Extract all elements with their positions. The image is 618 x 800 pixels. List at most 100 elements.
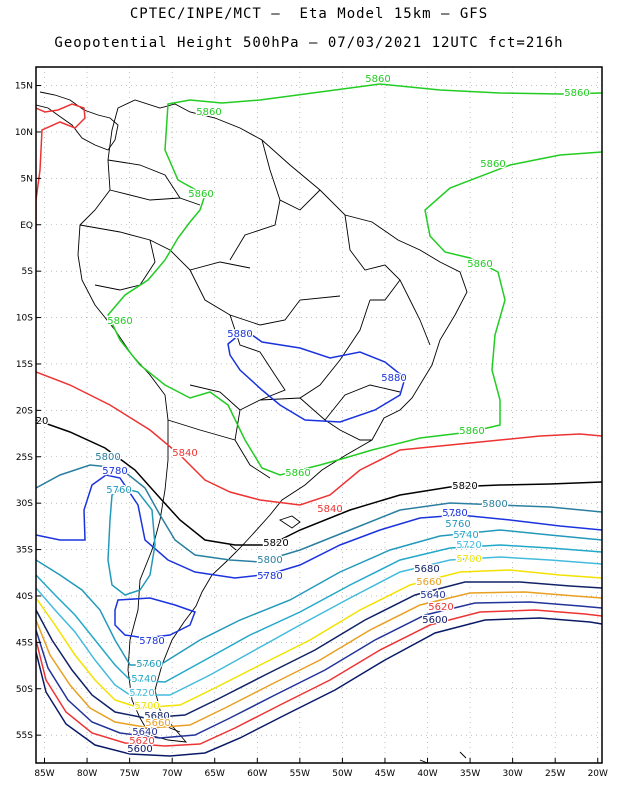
contour-5660 xyxy=(36,591,602,729)
contour-label-layer: 5860 5860 5860 5860 5860 5860 5860 5860 5860 5880… xyxy=(36,73,591,757)
contour-label-5780: 5780 xyxy=(139,636,164,647)
lat-tick-label: 10N xyxy=(15,128,33,138)
contour-label-5680: 5680 xyxy=(144,711,169,722)
lat-tick-label: 15S xyxy=(16,360,33,370)
lat-tick-label: EQ xyxy=(20,221,33,231)
contour-label-5820: 20 xyxy=(36,416,49,427)
contour-5760 xyxy=(36,529,602,666)
contour-label-5680: 5680 xyxy=(414,564,439,575)
contour-5840-north xyxy=(36,103,86,230)
lat-tick-label: 15N xyxy=(15,82,33,92)
contour-5840-main xyxy=(36,371,602,506)
contour-label-5780: 5780 xyxy=(102,466,127,477)
lat-tick-label: 20S xyxy=(16,406,33,416)
contour-label-5740: 5740 xyxy=(131,674,156,685)
islands xyxy=(159,515,467,763)
contour-5800 xyxy=(36,464,602,563)
lat-tick-label: 35S xyxy=(16,546,33,556)
contour-5880-north xyxy=(227,329,406,423)
contour-label-5700: 5700 xyxy=(134,701,159,712)
contour-layer xyxy=(36,83,602,757)
contour-label-5820: 5820 xyxy=(452,481,477,492)
contour-label-5600: 5600 xyxy=(127,744,152,755)
lon-tick-label: 85W xyxy=(34,769,54,779)
lon-tick-label: 20W xyxy=(588,769,608,779)
contour-label-5720: 5720 xyxy=(129,688,154,699)
contour-label-5800: 5800 xyxy=(95,452,120,463)
contour-label-5860: 5860 xyxy=(459,426,484,437)
contour-5700 xyxy=(36,569,602,709)
contour-label-5620: 5620 xyxy=(428,602,453,613)
lat-tick-label: 50S xyxy=(16,685,33,695)
country-borders xyxy=(79,139,431,479)
lon-tick-label: 70W xyxy=(162,769,182,779)
contour-label-5860: 5860 xyxy=(480,159,505,170)
contour-5620 xyxy=(36,609,602,747)
lon-tick-label: 55W xyxy=(290,769,310,779)
south-america-coast xyxy=(77,99,468,743)
contour-5720 xyxy=(36,556,602,696)
lat-tick-label: 55S xyxy=(16,731,33,741)
contour-label-5860: 5860 xyxy=(188,189,213,200)
lon-tick-label: 25W xyxy=(545,769,565,779)
lat-tick-label: 40S xyxy=(16,592,33,602)
contour-label-5720: 5720 xyxy=(456,540,481,551)
contour-label-5800: 5800 xyxy=(257,555,282,566)
lon-tick-label: 30W xyxy=(502,769,522,779)
contour-label-5860: 5860 xyxy=(467,259,492,270)
contour-label-5880: 5880 xyxy=(227,329,252,340)
contour-5600 xyxy=(36,617,602,757)
coastline-layer xyxy=(36,91,468,763)
lat-tick-label: 30S xyxy=(16,499,33,509)
contour-label-5860: 5860 xyxy=(285,468,310,479)
contour-label-5860: 5860 xyxy=(365,74,390,85)
contour-label-5860: 5860 xyxy=(564,88,589,99)
axis-tick-layer: 15N 10N 5N EQ 5S 10S 15S 20S 25S 30S 35S 40S 45S 50S 5… xyxy=(15,82,608,779)
lat-tick-label: 10S xyxy=(16,314,33,324)
contour-5820 xyxy=(36,419,602,546)
contour-label-5880: 5880 xyxy=(381,373,406,384)
contour-label-5660: 5660 xyxy=(416,577,441,588)
contour-label-5660: 5660 xyxy=(145,718,170,729)
lat-tick-label: 45S xyxy=(16,638,33,648)
contour-5780-cell xyxy=(114,597,196,639)
contour-label-5840: 5840 xyxy=(317,504,342,515)
lat-tick-label: 5N xyxy=(21,174,33,184)
contour-label-5760: 5760 xyxy=(445,519,470,530)
lon-tick-label: 50W xyxy=(332,769,352,779)
contour-label-5620: 5620 xyxy=(129,736,154,747)
contour-5740 xyxy=(36,544,602,683)
lat-tick-label: 25S xyxy=(16,453,33,463)
lon-tick-label: 45W xyxy=(375,769,395,779)
lon-tick-label: 80W xyxy=(77,769,97,779)
contour-label-5640: 5640 xyxy=(420,590,445,601)
contour-label-5820: 5820 xyxy=(263,538,288,549)
map-title: CPTEC/INPE/MCT – Eta Model 15km – GFS xyxy=(129,6,489,22)
contour-label-5600: 5600 xyxy=(422,615,447,626)
contour-label-5700: 5700 xyxy=(456,554,481,565)
central-america-coast xyxy=(36,91,119,151)
contour-5860-main xyxy=(107,83,602,476)
contour-label-5780: 5780 xyxy=(257,571,282,582)
contour-label-5760: 5760 xyxy=(106,485,131,496)
contour-label-5760: 5760 xyxy=(136,659,161,670)
lon-tick-label: 60W xyxy=(247,769,267,779)
contour-label-5640: 5640 xyxy=(132,727,157,738)
lon-tick-label: 35W xyxy=(460,769,480,779)
contour-5760-cell xyxy=(107,487,156,596)
contour-label-5840: 5840 xyxy=(172,448,197,459)
contour-5780 xyxy=(36,474,602,579)
contour-5680 xyxy=(36,581,602,719)
contour-5640 xyxy=(36,601,602,739)
contour-label-5860: 5860 xyxy=(196,107,221,118)
map-subtitle: Geopotential Height 500hPa – 07/03/2021 … xyxy=(54,35,564,51)
contour-label-5780: 5780 xyxy=(442,508,467,519)
contour-label-5800: 5800 xyxy=(482,499,507,510)
contour-label-5860: 5860 xyxy=(107,316,132,327)
map-frame xyxy=(35,66,603,764)
lon-tick-label: 40W xyxy=(417,769,437,779)
contour-label-5740: 5740 xyxy=(453,530,478,541)
lon-tick-label: 75W xyxy=(119,769,139,779)
lon-tick-label: 65W xyxy=(205,769,225,779)
